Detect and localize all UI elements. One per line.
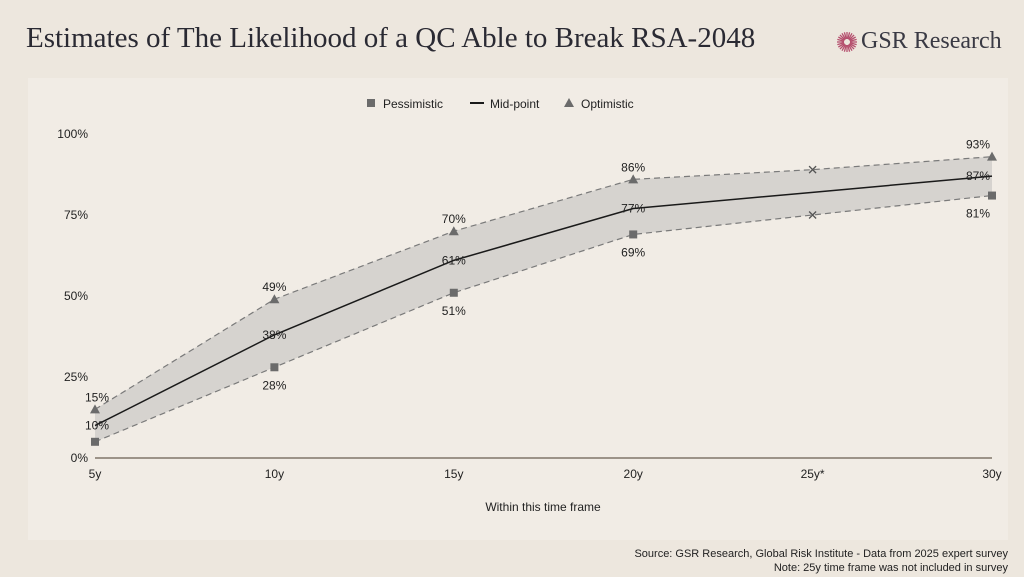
pessimistic-data-label: 51% <box>442 304 466 318</box>
logo: GSR Research <box>836 28 1002 55</box>
logo-ray <box>843 31 847 39</box>
y-tick-label: 75% <box>64 208 88 222</box>
uncertainty-band <box>95 156 992 442</box>
logo-ray <box>847 44 851 52</box>
x-tick-label: 10y <box>265 467 284 481</box>
optimistic-marker <box>448 226 459 236</box>
survey-note: Note: 25y time frame was not included in… <box>773 562 1008 574</box>
chart-title: Estimates of The Likelihood of a QC Able… <box>26 22 756 54</box>
logo-ray <box>847 31 851 39</box>
interpolated-x-marker <box>808 165 817 174</box>
mid-point-data-label: 10% <box>85 419 109 433</box>
x-axis-title: Within this time frame <box>485 500 601 514</box>
logo-ray <box>848 33 855 40</box>
optimistic-marker <box>269 294 280 304</box>
logo-sunburst-icon <box>837 31 857 52</box>
series-line-optimistic <box>94 156 993 410</box>
legend-pessimistic-label: Pessimistic <box>383 97 443 111</box>
x-tick-label: 25y* <box>801 467 825 481</box>
x-tick-label: 15y <box>444 467 463 481</box>
series-line-mid-point <box>94 175 993 427</box>
logo-ray <box>847 43 853 51</box>
y-tick-label: 100% <box>57 127 88 141</box>
optimistic-data-label: 86% <box>621 160 645 174</box>
optimistic-marker <box>987 151 997 161</box>
series-line-pessimistic <box>94 194 993 443</box>
pessimistic-marker <box>629 230 638 239</box>
logo-ray <box>847 32 853 40</box>
logo-ray <box>848 43 855 50</box>
pessimistic-data-label: 28% <box>262 378 286 392</box>
legend-mid-point-label: Mid-point <box>490 97 540 111</box>
y-tick-label: 0% <box>71 451 89 465</box>
x-tick-label: 5y <box>89 467 102 481</box>
mid-point-data-label: 61% <box>442 253 466 267</box>
source-note: Source: GSR Research, Global Risk Instit… <box>634 548 1008 560</box>
mid-point-data-label: 77% <box>621 202 645 216</box>
logo-ray <box>837 41 845 45</box>
logo-ray <box>849 41 857 45</box>
legend-optimistic-marker <box>564 98 574 107</box>
logo-ray <box>839 43 846 50</box>
logo-ray <box>841 32 847 40</box>
x-tick-label: 20y <box>624 467 643 481</box>
y-tick-label: 25% <box>64 370 88 384</box>
optimistic-data-label: 93% <box>966 138 990 152</box>
mid-point-data-label: 87% <box>966 169 990 183</box>
pessimistic-marker <box>449 288 458 297</box>
optimistic-data-label: 49% <box>262 280 286 294</box>
mid-point-data-label: 38% <box>262 328 286 342</box>
optimistic-data-label: 70% <box>442 212 466 226</box>
legend-pessimistic-marker <box>367 99 375 107</box>
logo-ray <box>838 35 845 41</box>
logo-ray <box>841 43 847 51</box>
logo-ray <box>843 44 847 52</box>
logo-ray <box>849 38 857 42</box>
pessimistic-data-label: 69% <box>621 245 645 259</box>
interpolated-x-marker <box>808 211 817 219</box>
pessimistic-marker <box>91 437 99 446</box>
logo-text: GSR Research <box>861 28 1002 54</box>
pessimistic-data-label: 81% <box>966 207 990 221</box>
optimistic-marker <box>90 404 100 414</box>
chart-panel <box>28 78 1008 540</box>
pessimistic-marker <box>270 363 279 372</box>
logo-ray <box>849 42 856 48</box>
pessimistic-marker <box>988 191 996 200</box>
optimistic-marker <box>628 174 639 184</box>
x-tick-label: 30y <box>982 467 1001 481</box>
legend-optimistic-label: Optimistic <box>581 97 634 111</box>
y-tick-label: 50% <box>64 289 88 303</box>
logo-ray <box>849 35 856 41</box>
logo-ray <box>837 38 845 42</box>
logo-ray <box>838 42 845 48</box>
optimistic-data-label: 15% <box>85 390 109 404</box>
logo-ray <box>839 33 846 40</box>
